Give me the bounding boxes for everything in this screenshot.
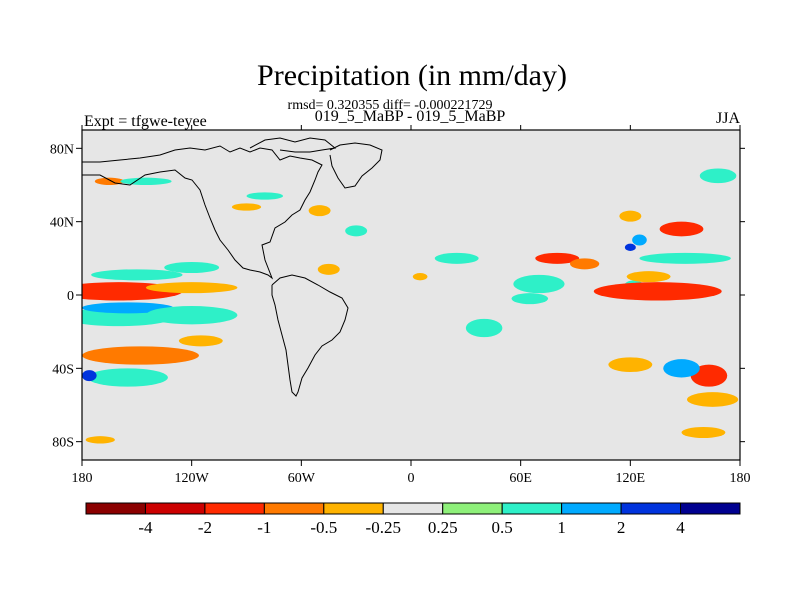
anomaly-patch-32 [608,357,653,372]
anomaly-patch-1 [145,282,238,294]
colorbar-label: -2 [198,518,212,537]
colorbar-swatch-2 [204,502,265,515]
anomaly-patch-20 [570,258,600,270]
anomaly-patch-36 [120,177,172,185]
anomaly-patch-12 [317,263,340,275]
anomaly-patch-28 [659,221,704,237]
season-label: JJA [716,110,740,127]
colorbar-label: -1 [257,518,271,537]
coastline-layer [82,137,383,397]
colorbar-swatch-4 [323,502,384,515]
colorbar: -4 -2 -1 -0.5 -0.25 0.25 0.5 1 2 4 [85,502,741,537]
anomaly-patch-2 [91,269,183,281]
colorbar-swatch-0 [85,502,146,515]
runs-subtitle: 019_5_MaBP - 019_5_MaBP [315,108,506,125]
anomaly-layer [82,168,739,444]
anomaly-patch-17 [513,274,565,294]
anomaly-patch-3 [164,262,220,273]
colorbar-swatch-5 [382,502,444,515]
coastline-greenland [329,142,383,189]
anomaly-patch-38 [246,192,284,200]
y-tick-label: 40N [50,216,74,231]
y-tick-label: 80S [52,436,74,451]
y-tick-label: 40S [52,362,74,377]
stats-subtitle: rmsd= 0.320355 diff= -0.000221729 [288,98,493,113]
chart-title: Precipitation (in mm/day) [257,59,567,92]
anomaly-patch-39 [345,225,368,237]
x-tick-label: 120W [175,471,210,486]
colorbar-swatch-6 [442,502,503,515]
colorbar-swatch-3 [263,502,325,515]
anomaly-patch-37 [231,203,262,211]
anomaly-patch-27 [619,210,642,222]
anomaly-patch-30 [686,392,739,407]
anomaly-patch-29 [690,364,728,387]
anomaly-patch-26 [632,234,647,246]
colorbar-label: -0.5 [310,518,337,537]
anomaly-patch-6 [145,306,238,325]
anomaly-patch-10 [82,370,97,382]
anomaly-patch-33 [681,427,726,438]
anomaly-patch-19 [535,252,580,264]
y-tick-label: 80N [50,142,74,157]
x-tick-label: 60W [288,471,316,486]
experiment-label: Expt = tfgwe-teyee [84,113,207,130]
x-tick-label: 0 [408,471,415,486]
colorbar-swatch-7 [501,502,563,515]
anomaly-patch-11 [85,436,115,444]
anomaly-patch-18 [511,293,549,305]
colorbar-label: -4 [138,518,153,537]
colorbar-label: -0.25 [366,518,401,537]
x-tick-label: 180 [72,471,93,486]
anomaly-patch-34 [699,168,737,184]
colorbar-swatch-1 [144,502,206,515]
x-tick-label: 180 [730,471,751,486]
colorbar-label: 0.5 [492,518,513,537]
y-tick-label: 0 [67,289,74,304]
colorbar-swatch-9 [620,502,682,515]
anomaly-patch-5 [82,302,174,314]
colorbar-label: 0.25 [428,518,458,537]
colorbar-label: 4 [676,518,685,537]
coastline-arctic-canada [249,137,337,153]
anomaly-patch-9 [87,368,168,387]
colorbar-swatch-8 [561,502,622,515]
anomaly-patch-8 [178,335,223,347]
anomaly-patch-16 [465,318,503,338]
colorbar-swatch-10 [680,502,741,515]
anomaly-patch-24 [639,252,731,264]
anomaly-patch-14 [412,273,428,281]
x-tick-label: 120E [616,471,646,486]
colorbar-label: 2 [617,518,626,537]
x-tick-label: 60E [509,471,532,486]
colorbar-label: 1 [557,518,566,537]
anomaly-patch-13 [308,205,331,217]
anomaly-patch-23 [626,271,671,283]
anomaly-patch-25 [624,243,636,251]
coastline-north-america [82,145,323,280]
anomaly-patch-31 [663,359,700,378]
anomaly-patch-15 [434,252,479,264]
axis-ticks: 180 120W 60W 0 60E 120E 180 80N 40N 0 40S 80S [50,125,751,486]
coastline-south-america [271,274,349,397]
anomaly-patch-22 [593,282,722,301]
anomaly-patch-7 [82,346,199,365]
